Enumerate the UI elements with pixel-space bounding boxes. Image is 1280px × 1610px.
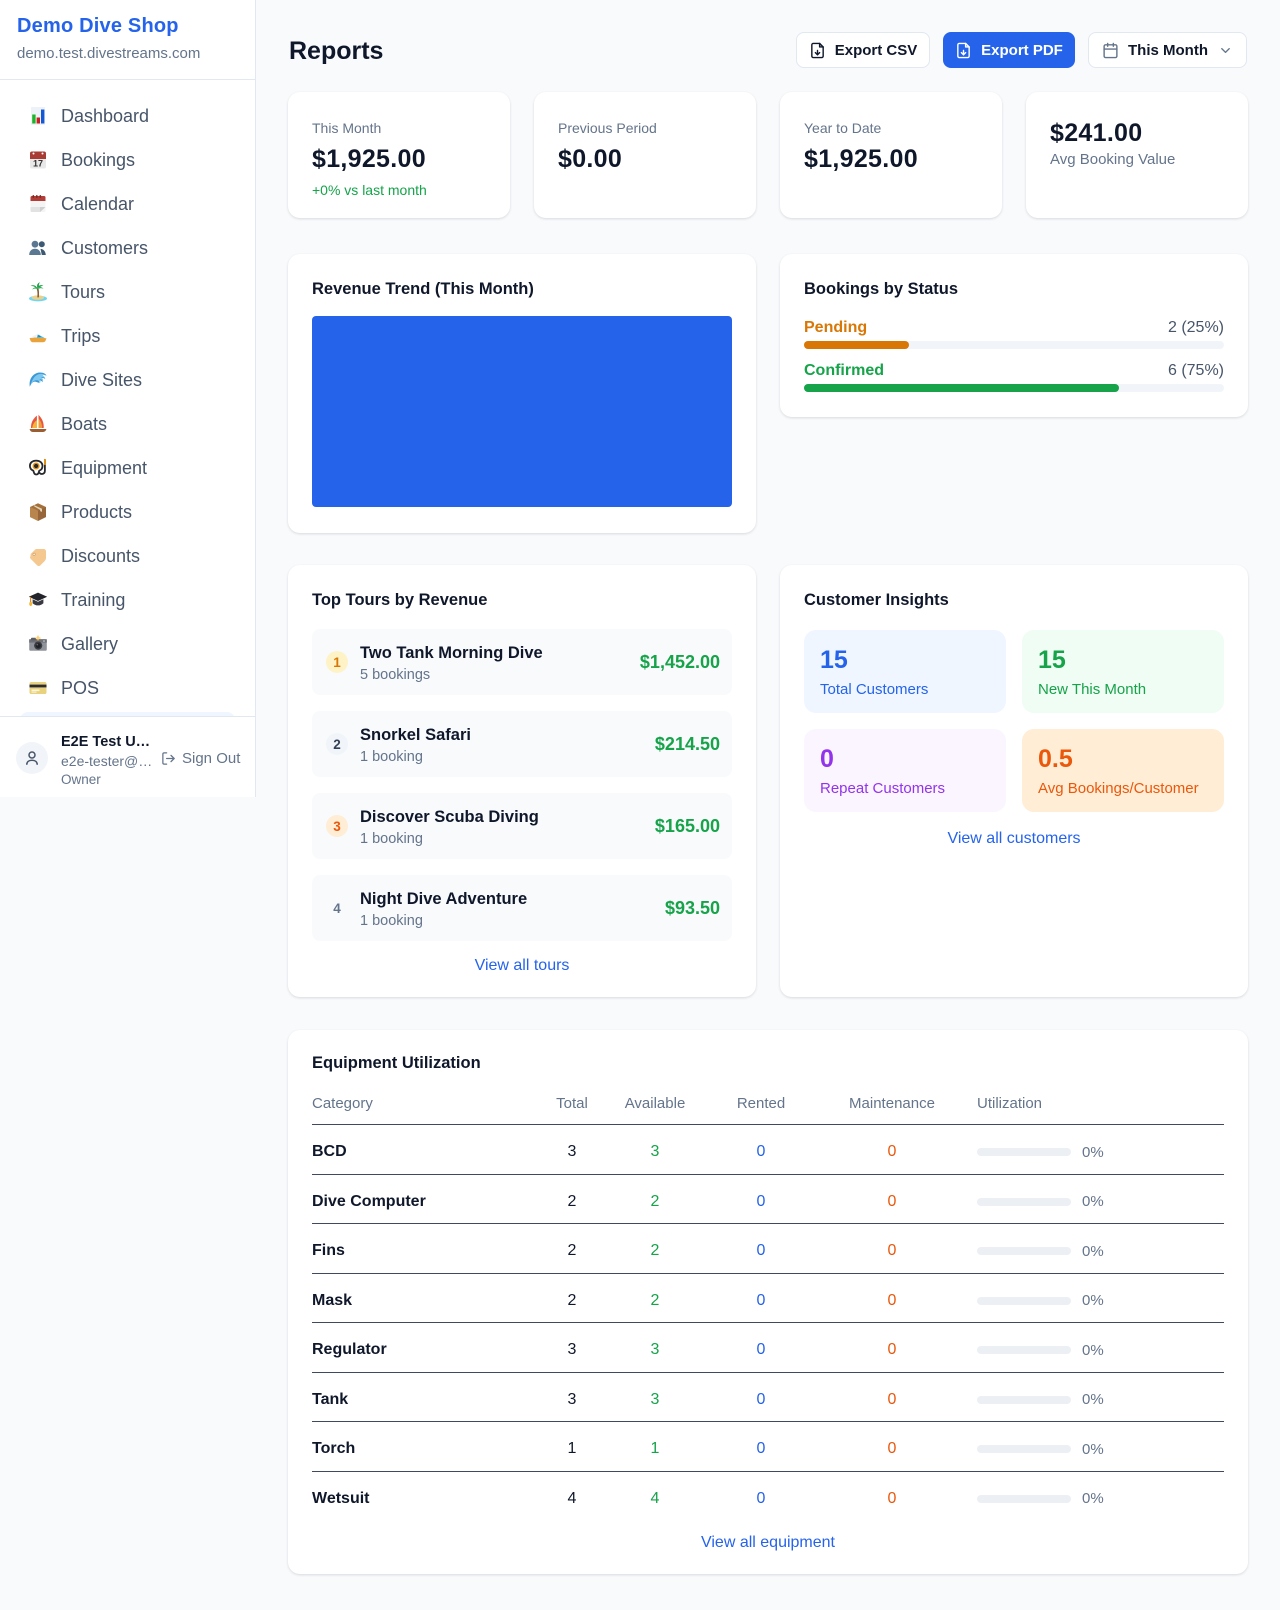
svg-text:17: 17 bbox=[33, 159, 43, 169]
